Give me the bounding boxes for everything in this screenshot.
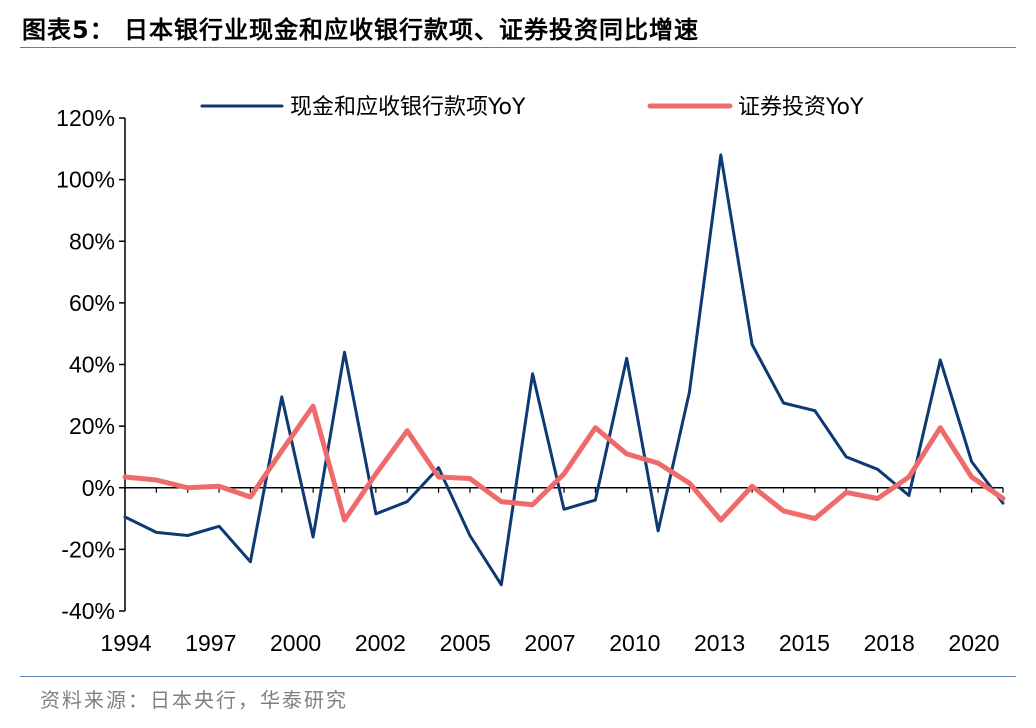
x-tick-label: 2000 <box>270 630 321 656</box>
x-tick-label: 2007 <box>524 630 575 656</box>
source-divider <box>20 676 1016 677</box>
y-tick-label: 120% <box>56 105 115 131</box>
x-tick-label: 2010 <box>609 630 660 656</box>
legend-label: 现金和应收银行款项YoY <box>290 95 526 120</box>
y-tick-label: -20% <box>61 536 115 562</box>
x-tick-label: 1994 <box>100 630 151 656</box>
x-tick-label: 1997 <box>185 630 236 656</box>
title-divider <box>20 47 1016 48</box>
x-tick-label: 2020 <box>948 630 999 656</box>
source-note: 资料来源：日本央行，华泰研究 <box>40 688 348 712</box>
x-tick-label: 2018 <box>864 630 915 656</box>
chart-title: 图表5： 日本银行业现金和应收银行款项、证券投资同比增速 <box>22 16 700 44</box>
y-tick-label: 0% <box>82 475 115 501</box>
legend-label: 证券投资YoY <box>738 95 864 120</box>
series-line-1 <box>123 153 1005 587</box>
x-tick-label: 2015 <box>779 630 830 656</box>
x-tick-label: 2002 <box>355 630 406 656</box>
y-tick-label: 60% <box>69 290 115 316</box>
y-tick-label: 20% <box>69 413 115 439</box>
y-tick-label: -40% <box>61 598 115 624</box>
y-tick-label: 40% <box>69 352 115 378</box>
y-tick-label: 80% <box>69 228 115 254</box>
x-tick-label: 2013 <box>694 630 745 656</box>
x-tick-label: 2005 <box>440 630 491 656</box>
y-tick-label: 100% <box>56 167 115 193</box>
